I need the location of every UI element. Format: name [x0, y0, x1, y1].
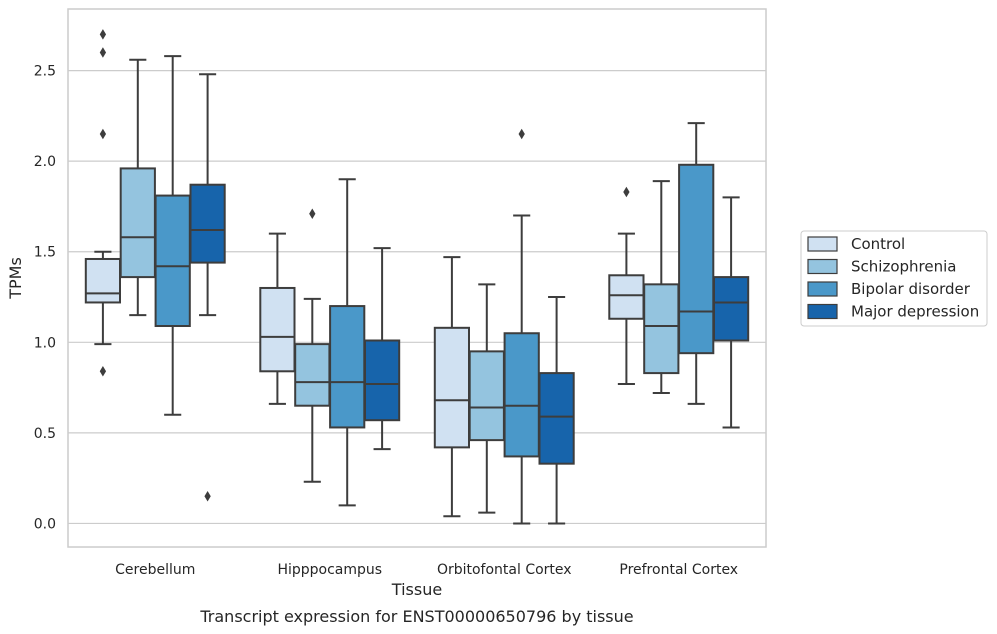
box-iqr [433, 326, 471, 449]
box-iqr [329, 305, 366, 429]
y-tick-label: 1.5 [34, 245, 56, 261]
legend: Control Schizophrenia Bipolar disorder Majo… [800, 230, 988, 327]
box-iqr [189, 183, 226, 264]
box-major-depression [712, 196, 750, 429]
box-iqr [538, 372, 575, 465]
outlier-marker [204, 491, 211, 502]
box-iqr [712, 276, 750, 342]
box-schizophrenia [119, 58, 156, 317]
legend-swatch [807, 236, 838, 252]
legend-label: Schizophrenia [851, 258, 956, 276]
outlier-marker [309, 208, 316, 219]
chart-caption: Transcript expression for ENST0000065079… [199, 607, 633, 626]
box-layer [84, 29, 750, 525]
box-control [433, 256, 471, 518]
y-tick-label: 2.5 [34, 64, 56, 80]
x-tick-label: Cerebellum [115, 562, 195, 578]
plot-frame [67, 8, 767, 548]
box-iqr [608, 274, 645, 320]
box-iqr [678, 163, 715, 355]
box-major-depression [189, 73, 226, 502]
y-tick-label: 2.0 [34, 154, 56, 170]
box-iqr [643, 283, 680, 375]
x-tick-labels: Cerebellum Hipppocampus Orbitofontal Corte… [115, 562, 738, 578]
legend-frame [800, 230, 988, 327]
legend-items: Control Schizophrenia Bipolar disorder Majo… [807, 235, 979, 321]
legend-swatch [807, 258, 838, 275]
box-schizophrenia [294, 208, 331, 483]
box-control [608, 186, 645, 385]
x-axis-label: Tissue [391, 580, 442, 599]
box-bipolar-disorder [503, 128, 540, 525]
legend-swatch [807, 281, 838, 297]
box-bipolar-disorder [329, 178, 366, 507]
box-major-depression [363, 247, 401, 451]
legend-label: Control [851, 235, 905, 253]
y-tick-label: 1.0 [34, 335, 56, 351]
box-bipolar-disorder [154, 55, 191, 416]
x-tick-label: Prefrontal Cortex [619, 562, 738, 578]
x-tick-label: Orbitofontal Cortex [437, 562, 572, 578]
y-tick-label: 0.5 [34, 426, 56, 442]
box-iqr [154, 194, 191, 328]
x-tick-label: Hipppocampus [277, 562, 382, 578]
y-tick-labels: 0.0 0.5 1.0 1.5 2.0 2.5 [34, 64, 56, 533]
outlier-marker [99, 29, 107, 40]
box-schizophrenia [468, 283, 505, 514]
box-iqr [363, 339, 401, 422]
outlier-marker [99, 47, 107, 58]
y-tick-label: 0.0 [34, 516, 56, 532]
box-iqr [84, 257, 122, 304]
box-schizophrenia [643, 180, 680, 395]
box-iqr [294, 343, 331, 407]
box-iqr [503, 332, 540, 458]
box-iqr [259, 286, 296, 373]
outlier-marker [99, 366, 107, 377]
outlier-marker [623, 186, 630, 198]
legend-swatch [807, 303, 838, 320]
outlier-marker [99, 128, 107, 140]
legend-label: Bipolar disorder [851, 280, 971, 298]
box-major-depression [538, 296, 575, 525]
box-control [259, 232, 296, 405]
box-iqr [119, 167, 156, 279]
outlier-marker [518, 128, 525, 140]
box-iqr [468, 350, 505, 442]
box-control [84, 250, 122, 377]
legend-label: Major depression [851, 303, 979, 321]
box-bipolar-disorder [678, 122, 715, 405]
y-axis-label: TPMs [6, 257, 25, 300]
